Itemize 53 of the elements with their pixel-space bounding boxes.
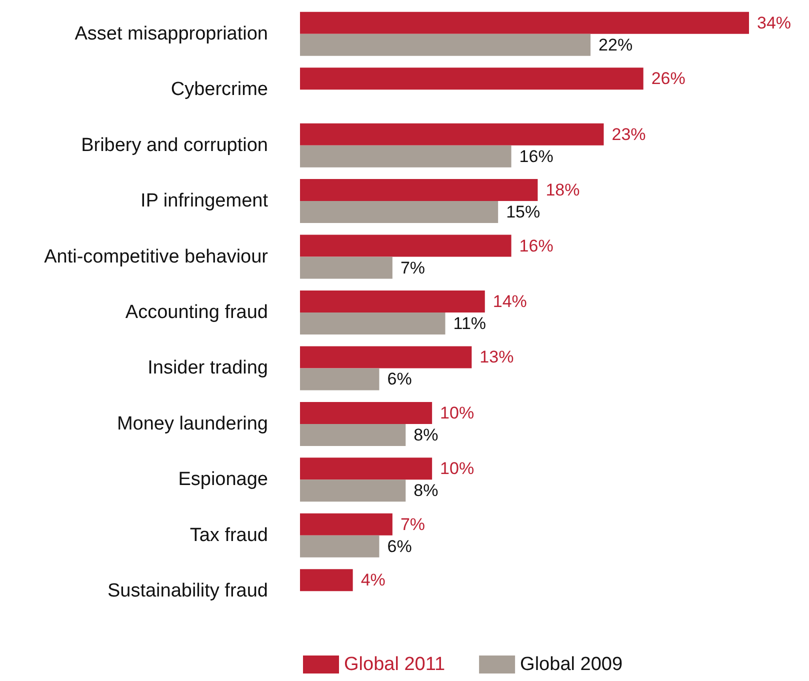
data-label: 15% <box>506 202 540 222</box>
data-label: 14% <box>492 292 527 311</box>
y-tick-label: Asset misappropriation <box>74 23 268 44</box>
data-label: 7% <box>400 514 426 534</box>
y-tick-label: Anti-competitive behaviour <box>44 246 269 268</box>
bar <box>300 569 353 592</box>
data-label: 18% <box>546 180 580 200</box>
data-label: 26% <box>651 69 686 88</box>
data-label: 8% <box>414 481 438 500</box>
y-tick-label: Espionage <box>178 469 268 490</box>
bar <box>300 234 512 257</box>
bar <box>300 68 644 90</box>
bar <box>300 34 591 56</box>
bar <box>300 535 380 558</box>
bar <box>300 201 498 224</box>
data-label: 16% <box>519 146 554 166</box>
data-label: 6% <box>387 370 412 389</box>
bar <box>300 480 406 502</box>
legend-label: Global 2011 <box>344 654 446 675</box>
bar <box>300 123 604 146</box>
bar <box>300 346 472 368</box>
bar <box>300 179 538 202</box>
bar <box>300 458 432 480</box>
y-tick-label: Tax fraud <box>190 524 268 546</box>
data-label: 8% <box>414 425 438 444</box>
y-tick-label: Cybercrime <box>170 79 268 100</box>
bar <box>300 312 446 334</box>
data-label: 4% <box>360 570 386 590</box>
data-label: 7% <box>400 258 426 278</box>
data-label: 11% <box>453 314 486 333</box>
data-label: 10% <box>440 459 474 478</box>
bar <box>300 513 392 536</box>
data-label: 22% <box>598 35 633 54</box>
data-label: 16% <box>519 236 554 256</box>
bar <box>300 256 392 279</box>
data-label: 23% <box>612 124 646 144</box>
bar <box>300 290 485 312</box>
data-label: 34% <box>757 13 792 32</box>
y-tick-label: IP infringement <box>140 190 269 212</box>
data-label: 13% <box>480 348 514 367</box>
data-label: 10% <box>440 403 474 422</box>
data-label: 6% <box>387 536 412 556</box>
legend-label: Global 2009 <box>520 654 623 675</box>
bar <box>300 368 380 390</box>
y-tick-label: Money laundering <box>116 413 268 434</box>
bar <box>300 424 406 446</box>
bar <box>300 145 512 168</box>
y-tick-label: Accounting fraud <box>125 302 268 323</box>
y-tick-label: Bribery and corruption <box>81 134 268 156</box>
y-tick-label: Insider trading <box>148 358 268 379</box>
bar <box>300 12 749 34</box>
y-tick-label: Sustainability fraud <box>107 580 268 602</box>
bar <box>300 402 432 424</box>
